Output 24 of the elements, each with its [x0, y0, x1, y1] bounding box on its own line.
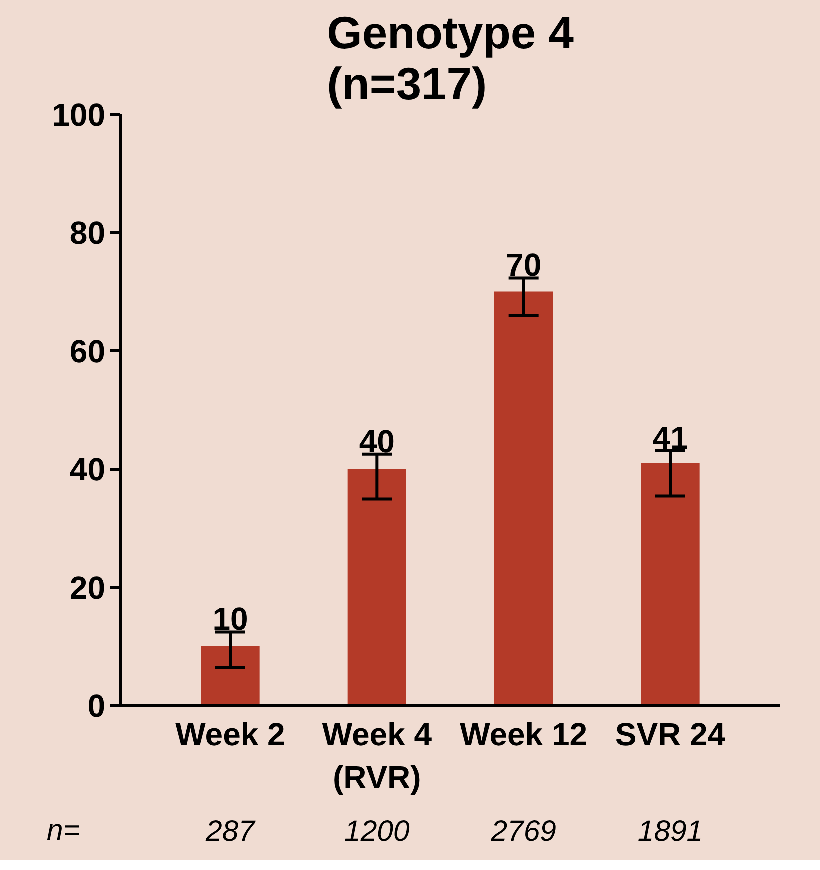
data-label: 41: [652, 420, 688, 456]
y-tick-label: 20: [70, 570, 106, 606]
text: 287: [205, 815, 257, 848]
x-tick-label: Week 12: [460, 716, 588, 752]
text: 1200: [344, 815, 410, 848]
text: 1891: [638, 815, 704, 848]
x-tick-label: Week 4 (RVR): [322, 716, 432, 796]
y-tick-label: 0: [88, 688, 106, 724]
data-label: 10: [212, 601, 248, 638]
text: 2769: [490, 815, 556, 848]
data-label: 70: [506, 247, 542, 284]
bar: [348, 469, 406, 706]
y-tick-label: 100: [52, 97, 106, 133]
chart-title: Genotype 4 (n=317): [327, 8, 574, 110]
text: n=: [47, 814, 81, 847]
x-tick-label: SVR 24: [615, 716, 726, 752]
data-label: 40: [359, 423, 395, 460]
y-tick-label: 40: [70, 452, 106, 488]
x-tick-label: Week 2: [176, 716, 286, 752]
y-tick-label: 60: [70, 333, 106, 370]
y-tick-label: 80: [70, 215, 106, 252]
bar: [641, 463, 700, 706]
bar: [201, 646, 260, 706]
bar: [494, 292, 554, 706]
